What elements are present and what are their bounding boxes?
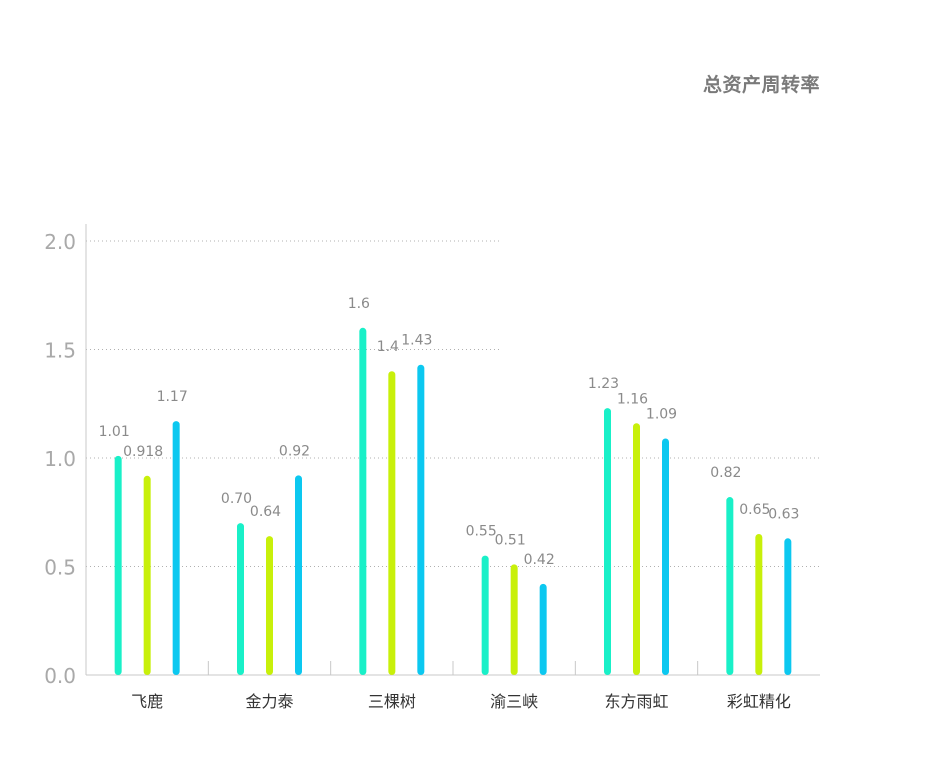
x-tick-label: 金力泰 bbox=[245, 692, 293, 711]
bar bbox=[662, 438, 669, 675]
data-label: 1.4 bbox=[377, 339, 399, 355]
bar bbox=[755, 533, 763, 675]
x-tick-label: 彩虹精化 bbox=[727, 692, 791, 711]
y-tick-label: 1.0 bbox=[44, 447, 76, 471]
x-tick-label: 飞鹿 bbox=[131, 692, 163, 711]
chart-title: 总资产周转率 bbox=[702, 74, 820, 96]
bar bbox=[417, 364, 425, 675]
bar bbox=[510, 564, 518, 675]
y-tick-label: 1.5 bbox=[44, 339, 76, 363]
data-label: 1.16 bbox=[617, 391, 648, 407]
bar bbox=[539, 583, 547, 675]
bar bbox=[266, 536, 273, 675]
bar bbox=[726, 497, 734, 675]
data-label: 0.51 bbox=[495, 532, 526, 548]
x-tick-label: 三棵树 bbox=[368, 692, 416, 711]
bar bbox=[143, 475, 151, 675]
data-label: 0.65 bbox=[739, 502, 770, 518]
data-label: 0.64 bbox=[250, 504, 281, 520]
bar bbox=[114, 455, 122, 675]
data-label: 0.70 bbox=[221, 491, 252, 507]
data-label: 1.6 bbox=[348, 296, 370, 312]
data-label: 1.09 bbox=[646, 406, 677, 422]
bar bbox=[172, 421, 180, 675]
bar bbox=[295, 475, 302, 675]
x-tick-label: 渝三峡 bbox=[490, 692, 538, 711]
data-label: 1.43 bbox=[401, 333, 432, 349]
data-label: 0.55 bbox=[466, 524, 497, 540]
y-tick-label: 0.0 bbox=[44, 664, 76, 688]
data-label: 0.82 bbox=[710, 465, 741, 481]
data-label: 0.918 bbox=[123, 444, 163, 460]
x-tick-label: 东方雨虹 bbox=[604, 692, 668, 711]
bar bbox=[604, 408, 611, 675]
data-label: 1.17 bbox=[157, 389, 188, 405]
y-tick-label: 0.5 bbox=[44, 556, 76, 580]
data-label: 0.63 bbox=[768, 506, 799, 522]
data-label: 0.42 bbox=[524, 552, 555, 568]
bar bbox=[481, 555, 489, 675]
bar bbox=[237, 523, 244, 675]
bar bbox=[359, 327, 367, 675]
bar bbox=[388, 371, 396, 675]
bar bbox=[633, 423, 640, 675]
data-label: 0.92 bbox=[279, 443, 310, 459]
bar bbox=[784, 538, 792, 675]
data-label: 1.01 bbox=[99, 424, 130, 440]
data-label: 1.23 bbox=[588, 376, 619, 392]
y-tick-label: 2.0 bbox=[44, 230, 76, 254]
